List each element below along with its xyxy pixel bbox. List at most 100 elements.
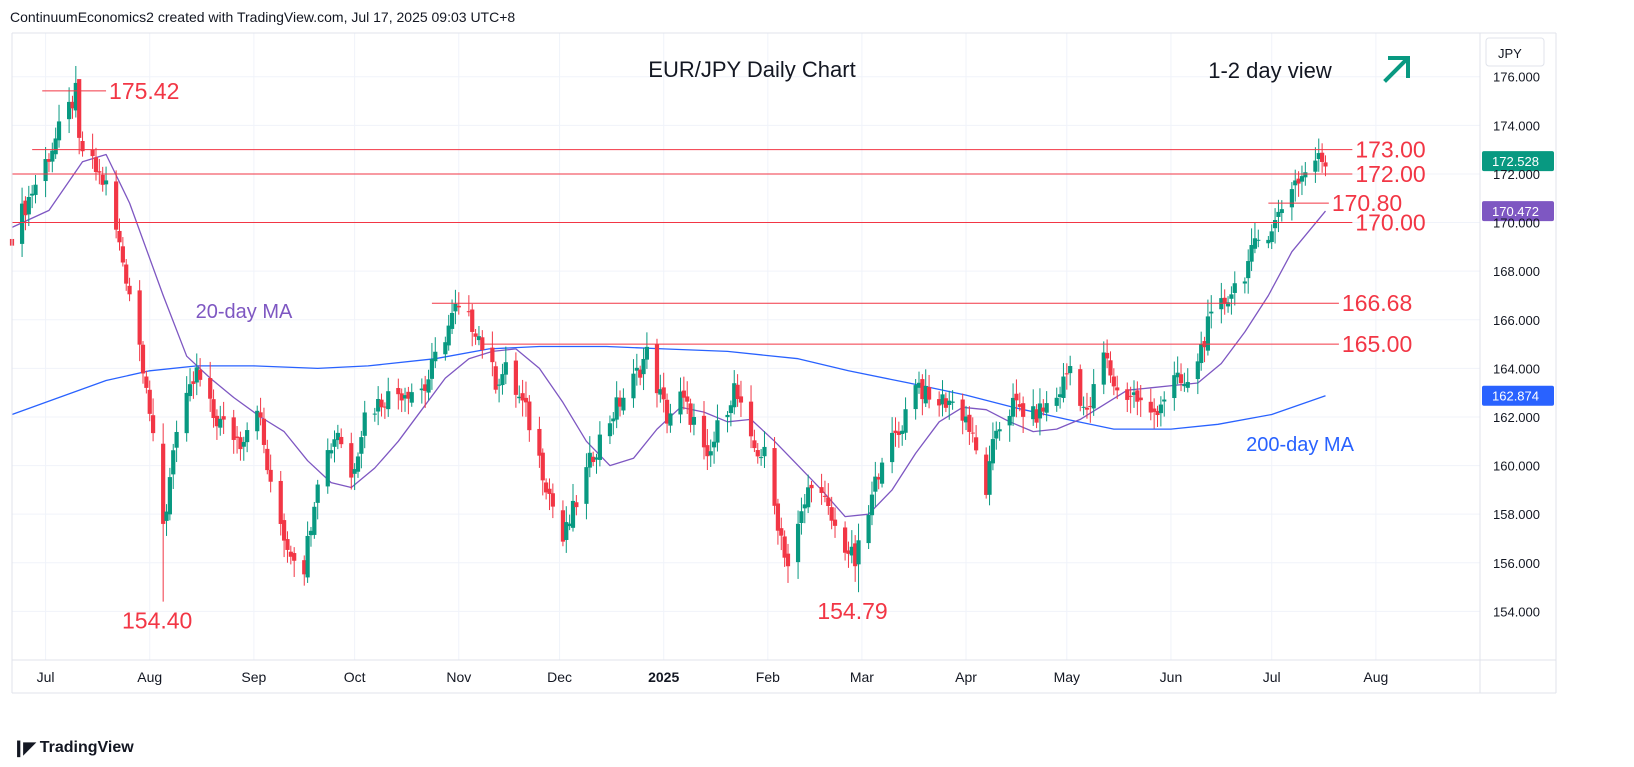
candle-body bbox=[587, 452, 592, 468]
candle-body bbox=[1081, 406, 1086, 408]
candle-body bbox=[93, 157, 99, 173]
candle-body bbox=[990, 439, 996, 464]
candle-body bbox=[1269, 231, 1274, 242]
candle-body bbox=[967, 414, 972, 432]
candle-body bbox=[26, 196, 31, 215]
candle-body bbox=[1185, 382, 1190, 388]
ma200-label: 200-day MA bbox=[1246, 434, 1354, 456]
candle-body bbox=[708, 451, 713, 456]
candle-body bbox=[285, 539, 290, 550]
x-tick-label: Jul bbox=[37, 669, 55, 685]
price-badge-text: 172.528 bbox=[1492, 154, 1539, 169]
candle-body bbox=[1128, 395, 1133, 397]
candle-body bbox=[493, 366, 498, 390]
candle-body bbox=[1031, 406, 1036, 420]
candle-body bbox=[1162, 399, 1167, 402]
candle-body bbox=[503, 362, 508, 375]
candle-body bbox=[80, 140, 85, 152]
candle-body bbox=[1299, 176, 1305, 182]
y-tick-label: 174.000 bbox=[1493, 118, 1540, 133]
arrow-shaft bbox=[1383, 57, 1409, 83]
candle-body bbox=[1289, 189, 1294, 208]
candle-body bbox=[940, 394, 945, 405]
candle-body bbox=[785, 553, 791, 567]
candle-body bbox=[446, 325, 451, 346]
candle-body bbox=[399, 393, 404, 401]
candle-body bbox=[711, 441, 717, 448]
candle-body bbox=[1279, 209, 1284, 214]
level-label: 170.00 bbox=[1355, 210, 1425, 236]
candle-body bbox=[732, 383, 737, 408]
candle-body bbox=[419, 388, 424, 391]
candle-body bbox=[1249, 245, 1254, 262]
candle-body bbox=[517, 396, 522, 399]
candle-body bbox=[527, 401, 532, 431]
candle-body bbox=[453, 303, 458, 312]
candle-body bbox=[362, 412, 367, 436]
chart-title: EUR/JPY Daily Chart bbox=[648, 57, 855, 82]
candle-body bbox=[987, 461, 992, 495]
candle-body bbox=[1138, 397, 1143, 401]
candle-body bbox=[30, 193, 35, 196]
labels-group: 154.40 154.79 EUR/JPY Daily Chart 1-2 day v… bbox=[122, 56, 1554, 634]
candle-body bbox=[382, 406, 387, 408]
candle-body bbox=[974, 437, 979, 451]
x-tick-label: Feb bbox=[756, 669, 780, 685]
candle-body bbox=[752, 440, 757, 449]
candle-body bbox=[114, 181, 119, 230]
y-tick-label: 158.000 bbox=[1493, 507, 1540, 522]
arrow-up-right-icon bbox=[1383, 56, 1410, 83]
candle-body bbox=[1088, 405, 1093, 407]
x-tick-label: Dec bbox=[547, 669, 572, 685]
y-tick-label: 172.000 bbox=[1493, 167, 1540, 182]
level-label: 172.00 bbox=[1355, 161, 1425, 187]
candle-body bbox=[1209, 311, 1214, 314]
candle-body bbox=[1232, 283, 1237, 293]
candle-body bbox=[621, 397, 626, 411]
candle-body bbox=[211, 399, 216, 419]
candle-body bbox=[466, 311, 471, 313]
candle-body bbox=[1108, 360, 1113, 376]
candle-body bbox=[1148, 401, 1153, 413]
candle-body bbox=[1175, 372, 1180, 378]
level-label: 173.00 bbox=[1355, 137, 1425, 163]
candle-body bbox=[140, 344, 146, 374]
candle-body bbox=[523, 397, 529, 403]
candle-body bbox=[1195, 361, 1200, 380]
candle-body bbox=[231, 417, 236, 440]
candle-body bbox=[806, 487, 811, 508]
candle-body bbox=[312, 506, 317, 535]
candle-body bbox=[1155, 410, 1160, 416]
candle-body bbox=[1323, 162, 1328, 167]
candle-body bbox=[550, 493, 555, 507]
candle-body bbox=[292, 553, 297, 561]
currency-box bbox=[1485, 37, 1545, 67]
candle-body bbox=[402, 395, 408, 399]
candle-body bbox=[950, 401, 955, 403]
candle-body bbox=[473, 333, 478, 337]
candle-body bbox=[994, 430, 999, 439]
candle-body bbox=[171, 450, 176, 475]
candle-body bbox=[738, 396, 744, 403]
price-badge-text: 170.472 bbox=[1492, 204, 1539, 219]
candle-body bbox=[1266, 239, 1271, 244]
y-tick-label: 176.000 bbox=[1493, 70, 1540, 85]
candle-body bbox=[1182, 384, 1187, 387]
candle-body bbox=[449, 312, 455, 329]
candle-body bbox=[520, 393, 525, 401]
candle-body bbox=[1178, 374, 1184, 384]
candle-body bbox=[77, 79, 82, 138]
y-tick-label: 160.000 bbox=[1493, 459, 1540, 474]
candle-body bbox=[822, 495, 828, 497]
price-badge bbox=[1482, 385, 1554, 406]
candle-body bbox=[735, 384, 740, 399]
candle-body bbox=[617, 397, 623, 407]
candle-body bbox=[795, 523, 801, 563]
x-tick-label: May bbox=[1054, 669, 1080, 685]
candle-body bbox=[779, 528, 784, 536]
x-tick-label: Apr bbox=[955, 669, 977, 685]
price-badge bbox=[1482, 151, 1554, 172]
candle-body bbox=[913, 385, 918, 410]
tradingview-footer[interactable]: ❙◤ TradingView bbox=[12, 738, 134, 758]
